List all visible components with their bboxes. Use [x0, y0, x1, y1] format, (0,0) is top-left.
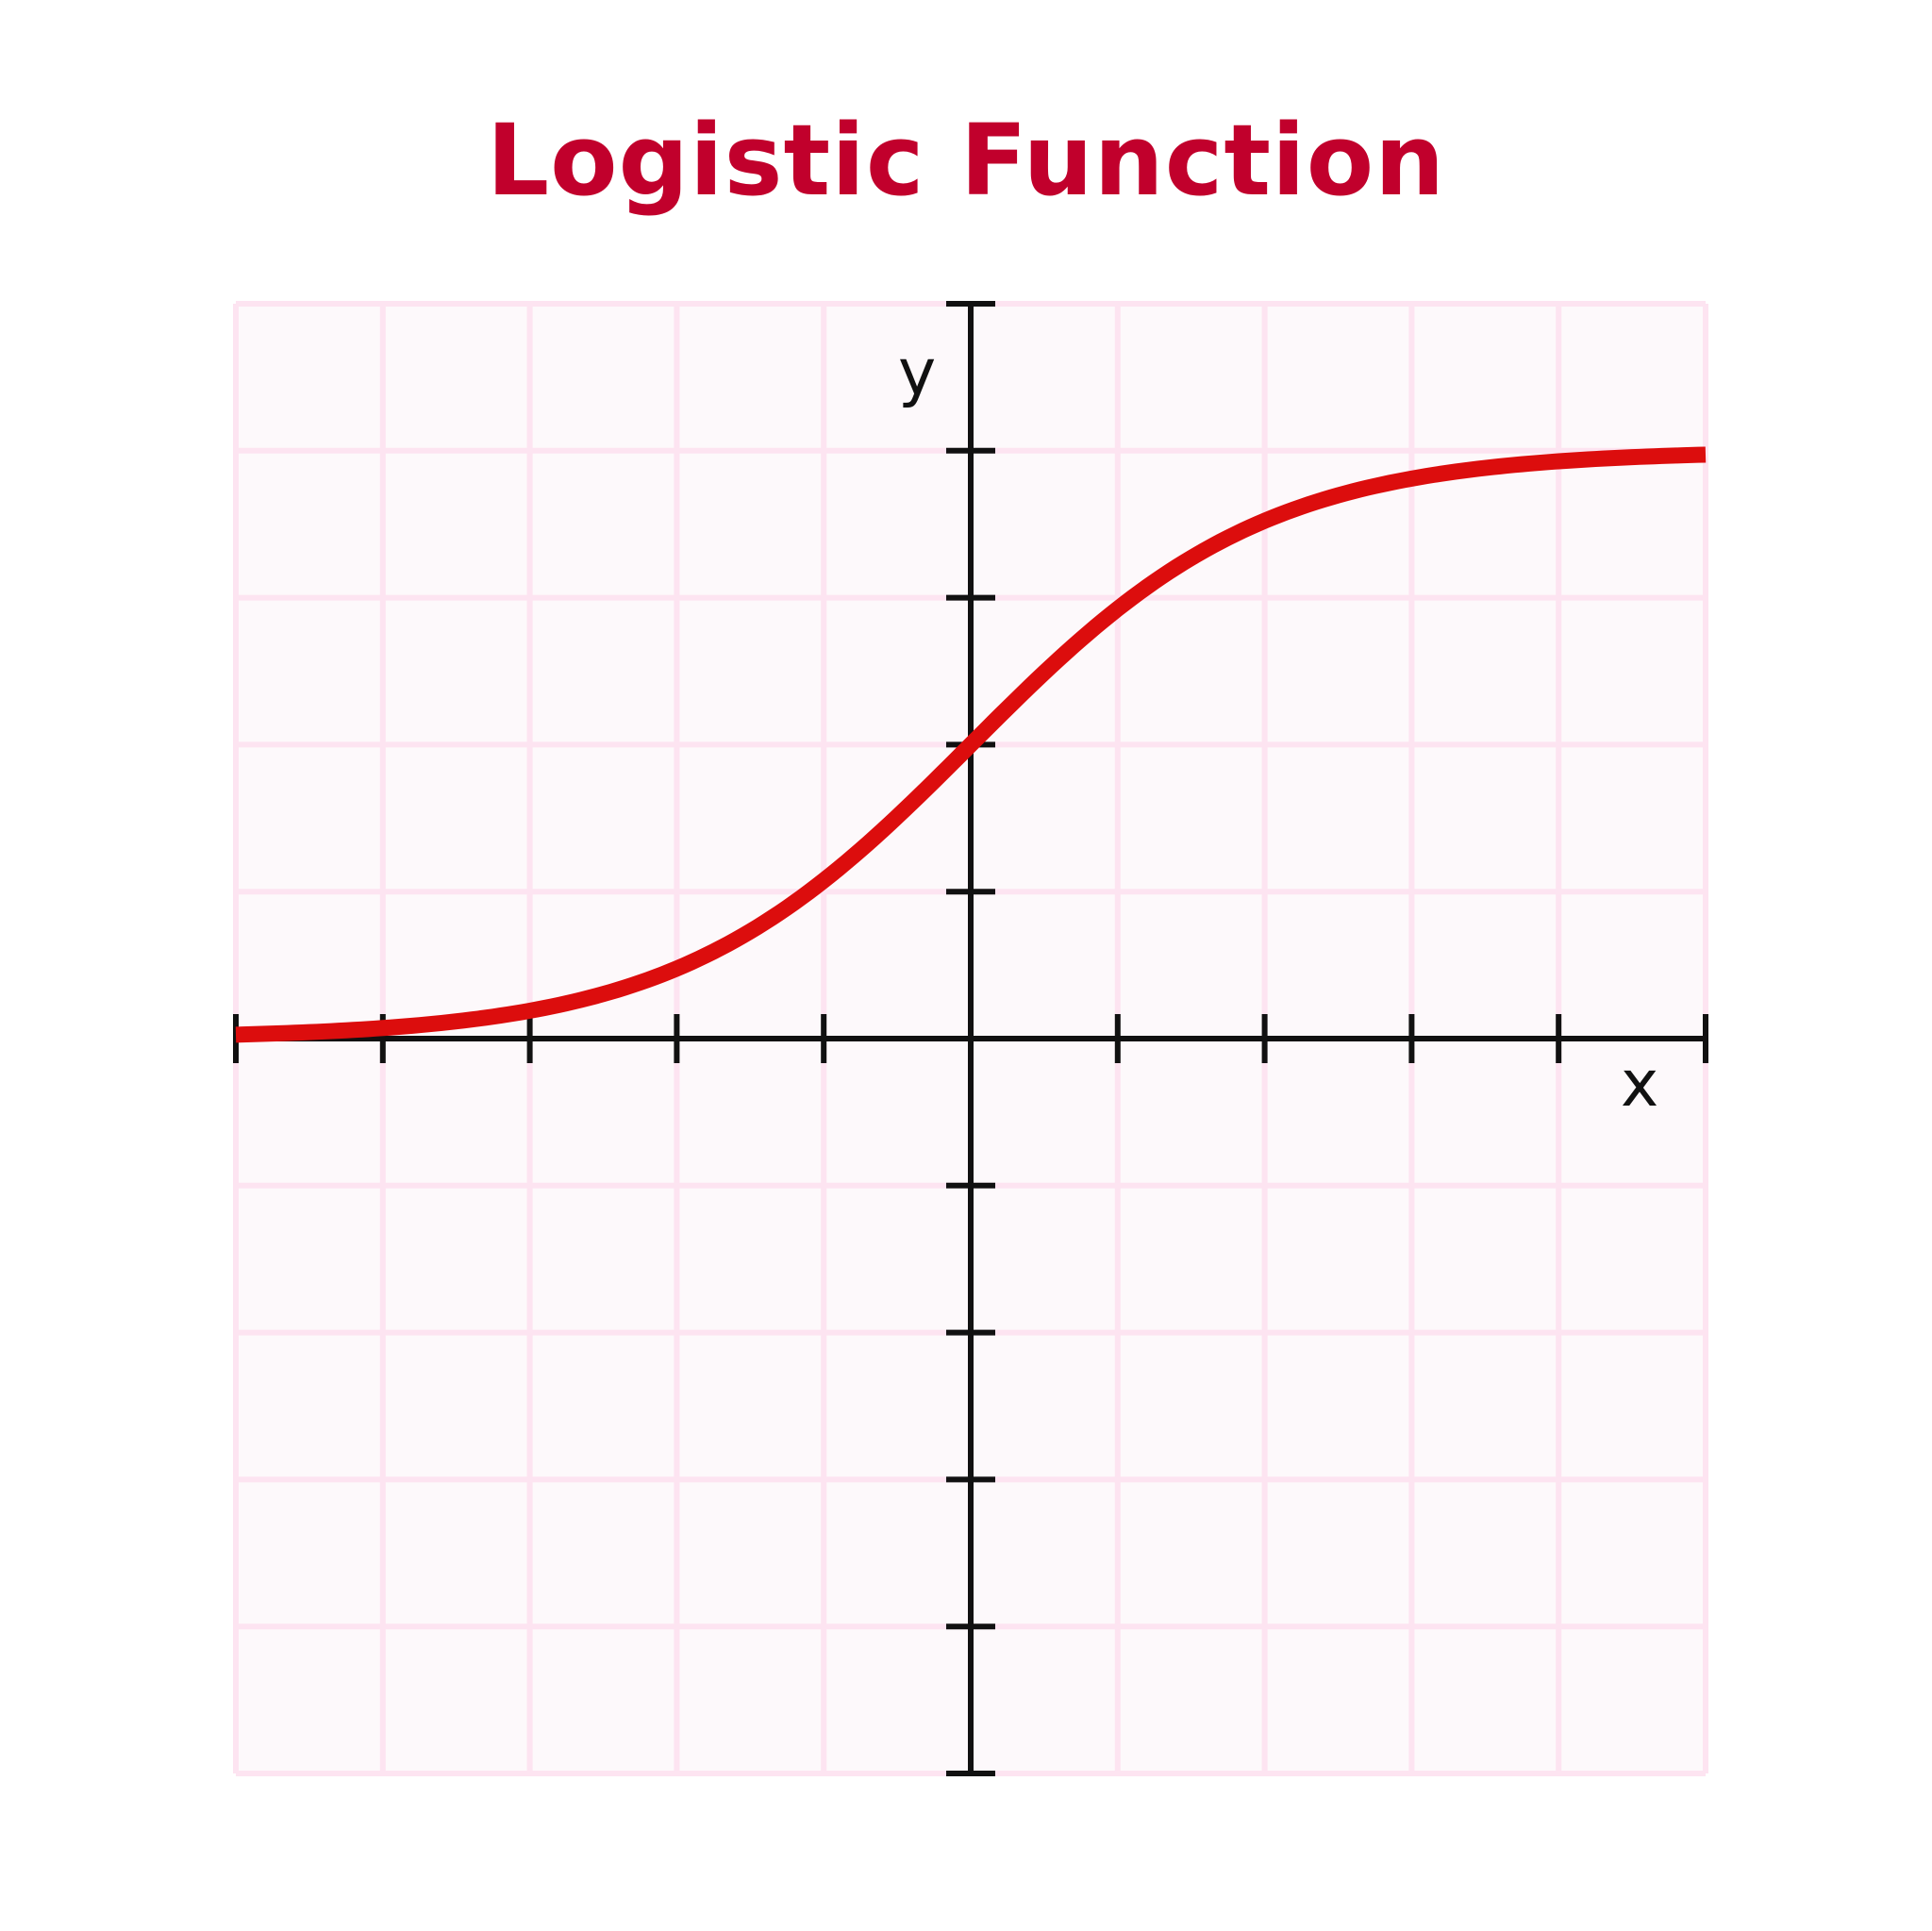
logistic-curve [235, 446, 1707, 1043]
x-axis-label: x [1621, 1047, 1658, 1122]
curve-layer [235, 446, 1707, 1043]
y-axis-label: y [898, 336, 936, 410]
chart-title: Logistic Function [486, 103, 1446, 218]
axes [233, 301, 1708, 1776]
